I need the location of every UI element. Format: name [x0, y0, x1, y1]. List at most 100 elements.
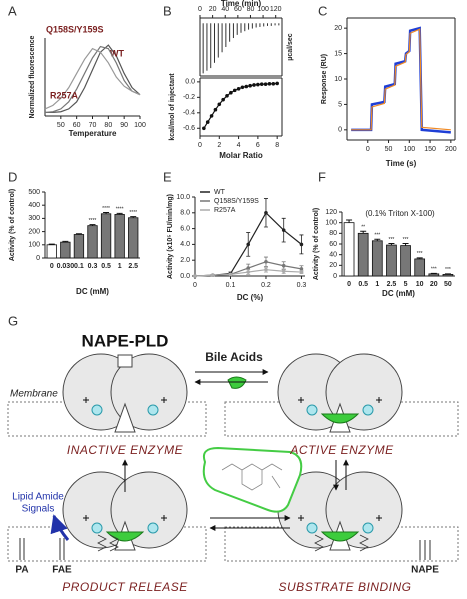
x-tick-label: 0.5: [358, 281, 368, 288]
error-bar: [103, 211, 110, 214]
x-tick-label: 60: [234, 6, 242, 13]
line: [44, 47, 141, 110]
y-axis-label: µcal/sec: [287, 33, 294, 60]
significance: ****: [129, 210, 137, 216]
y-tick-label: -0.4: [183, 110, 195, 117]
x-tick-label: 1: [375, 281, 379, 288]
point: [217, 102, 222, 107]
active-site: [320, 413, 360, 424]
error-bar: [75, 233, 82, 235]
line: [351, 26, 451, 134]
x-tick-label: 0: [198, 142, 202, 149]
y-tick-label: 8.0: [180, 210, 190, 217]
bar: [60, 241, 71, 259]
error-bar: [402, 242, 409, 246]
series-label: R257A: [50, 90, 79, 100]
x-tick-label: 10: [416, 281, 424, 288]
state-label: PRODUCT RELEASE: [62, 580, 188, 594]
significance: **: [361, 225, 365, 231]
legend-label: WT: [214, 189, 226, 196]
point: [275, 81, 279, 86]
x-tick-label: 80: [104, 122, 112, 129]
x-axis-label: DC (mM): [382, 289, 415, 298]
y-axis-label: Activity (% of control): [313, 208, 320, 280]
error-bar: [130, 216, 137, 218]
state-label: SUBSTRATE BINDING: [279, 580, 412, 594]
ligand-name: Bile Acids: [205, 350, 263, 364]
lipid-tail: [19, 538, 431, 560]
x-tick-label: 100: [134, 122, 146, 129]
y-tick-label: 0: [36, 255, 40, 262]
state-label: ACTIVE ENZYME: [289, 443, 394, 457]
point: [229, 90, 233, 95]
point: [210, 273, 215, 278]
x-tick-label: 0.3: [297, 282, 307, 289]
significance: ****: [116, 207, 124, 213]
line: [45, 44, 141, 114]
x-tick-label: 0.5: [101, 263, 111, 270]
panel-label: G: [8, 313, 18, 328]
x-axis-label: Time (s): [386, 159, 417, 168]
point: [299, 242, 304, 247]
point: [236, 87, 241, 91]
point: [205, 120, 210, 124]
point: [264, 267, 268, 272]
y-tick-label: -0.2: [183, 94, 195, 101]
lipid-label: FAE: [52, 565, 72, 576]
bar: [128, 217, 139, 259]
signal-arrow: [50, 514, 70, 541]
significance: ***: [445, 267, 451, 273]
state-label: INACTIVE ENZYME: [67, 443, 184, 457]
molecule: [221, 463, 283, 491]
gate: [117, 354, 133, 368]
panel-label: C: [318, 3, 327, 18]
point: [202, 126, 206, 131]
significance: ***: [389, 237, 395, 243]
line: [351, 28, 451, 131]
point: [246, 242, 251, 247]
error-bar: [360, 230, 367, 234]
x-tick-label: 50: [444, 281, 452, 288]
y-tick-label: 15: [334, 50, 342, 57]
error-bar: [62, 240, 69, 243]
x-tick-label: 0: [198, 6, 202, 13]
x-tick-label: 0: [347, 281, 351, 288]
x-tick-label: 0: [366, 146, 370, 153]
x-tick-label: 200: [445, 146, 457, 153]
x-tick-label: 2.5: [128, 263, 138, 270]
active-site: [320, 531, 360, 542]
x-tick-label: 0.2: [261, 282, 271, 289]
significance: ****: [102, 206, 110, 212]
bar: [400, 245, 411, 277]
error-bar: [444, 273, 451, 275]
y-tick-label: -0.6: [183, 125, 195, 132]
x-tick-label: 120: [270, 6, 282, 13]
y-tick-label: 400: [28, 202, 40, 209]
y-tick-label: 10.0: [176, 194, 190, 201]
y-tick-label: 0: [338, 127, 342, 134]
point: [209, 114, 214, 118]
significance: ***: [417, 251, 423, 257]
bar: [114, 214, 125, 259]
y-tick-label: 20: [329, 262, 337, 269]
x-axis-label: Temperature: [69, 129, 117, 138]
panel-label: A: [8, 3, 17, 18]
membrane-label: Membrane: [10, 389, 58, 400]
y-tick-label: 120: [325, 209, 337, 216]
y-tick-label: 0: [333, 273, 337, 280]
point: [248, 83, 252, 88]
x-tick-label: 40: [221, 6, 229, 13]
point: [228, 272, 233, 277]
y-tick-label: 300: [28, 215, 40, 222]
x-axis-label: DC (%): [237, 293, 264, 302]
x-tick-label: 100: [257, 6, 269, 13]
x-tick-label: 1: [118, 263, 122, 270]
point: [264, 211, 268, 215]
bile-acid: [227, 376, 247, 389]
x-tick-label: 0.030: [57, 263, 75, 270]
y-tick-label: 500: [28, 189, 40, 196]
panel-label: D: [8, 169, 17, 184]
point: [256, 82, 260, 87]
signals-label: Lipid Amide: [12, 492, 64, 503]
